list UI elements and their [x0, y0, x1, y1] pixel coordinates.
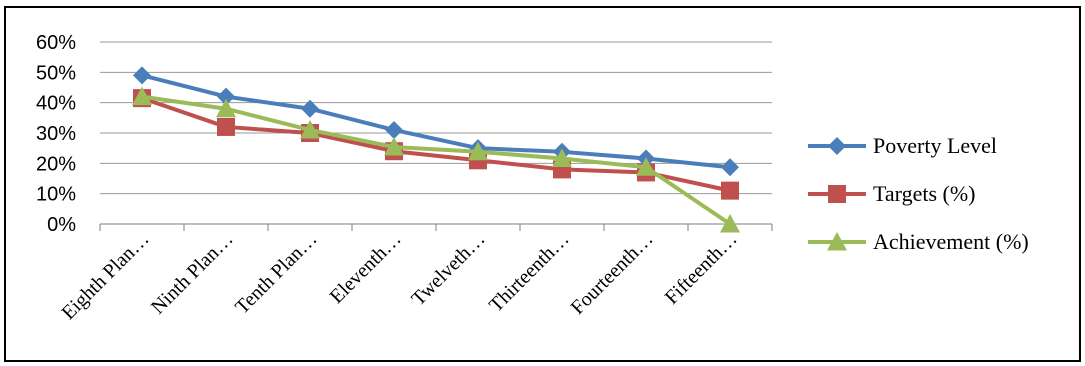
data-point-diamond	[301, 99, 319, 118]
data-point-triangle	[132, 86, 152, 106]
data-point-triangle	[468, 141, 488, 161]
series-layer	[132, 66, 740, 233]
x-category-label: Ninth Plan…	[147, 228, 238, 319]
y-tick-label: 40%	[36, 93, 76, 115]
data-point-triangle	[720, 214, 740, 233]
x-category-label: Eighth Plan…	[57, 228, 153, 324]
y-tick-label: 60%	[36, 32, 76, 54]
data-point-square	[217, 117, 235, 136]
y-tick-label: 0%	[47, 214, 76, 236]
x-category-label: Thirteenth…	[485, 228, 574, 317]
legend-label: Poverty Level	[873, 133, 997, 158]
y-tick-label: 30%	[36, 123, 76, 145]
data-point-triangle	[552, 148, 572, 167]
y-tick-label: 20%	[36, 153, 76, 175]
data-point-diamond	[133, 66, 151, 85]
series-line	[141, 94, 732, 226]
legend-label: Targets (%)	[873, 181, 976, 206]
x-axis-ticks: Eighth Plan…Ninth Plan…Tenth Plan… Eleven…	[57, 224, 773, 324]
data-point-triangle	[636, 157, 656, 176]
data-point-triangle	[827, 232, 847, 251]
data-point-diamond	[721, 158, 739, 177]
data-point-square	[721, 181, 739, 200]
data-point-square	[828, 185, 846, 203]
legend: Poverty Level Targets (%) Achievement (%)	[808, 133, 1029, 254]
legend-label: Achievement (%)	[873, 229, 1029, 254]
x-category-label: Twelveth…	[407, 228, 489, 310]
series-achievement	[132, 86, 740, 233]
chart-frame	[4, 6, 1081, 362]
data-point-triangle	[300, 119, 320, 139]
data-point-diamond	[217, 87, 235, 106]
data-point-triangle	[384, 136, 404, 156]
y-tick-label: 10%	[36, 184, 76, 206]
legend-item: Targets (%)	[808, 181, 976, 206]
data-point-diamond	[828, 137, 846, 155]
x-category-label: Eleventh…	[326, 228, 406, 308]
legend-item: Poverty Level	[808, 133, 997, 158]
y-tick-label: 50%	[36, 62, 76, 84]
data-point-triangle	[216, 98, 236, 118]
gridlines	[100, 41, 772, 225]
data-point-diamond	[385, 120, 403, 139]
legend-item: Achievement (%)	[808, 229, 1029, 254]
x-category-label: Fourteenth…	[567, 228, 658, 319]
y-axis-ticks: 0% 10% 20% 30% 40% 50% 60%	[36, 32, 76, 236]
x-category-label: Fifteenth…	[661, 228, 742, 309]
series-line	[141, 73, 731, 170]
x-category-label: Tenth Plan…	[231, 228, 321, 318]
series-line	[141, 96, 731, 193]
